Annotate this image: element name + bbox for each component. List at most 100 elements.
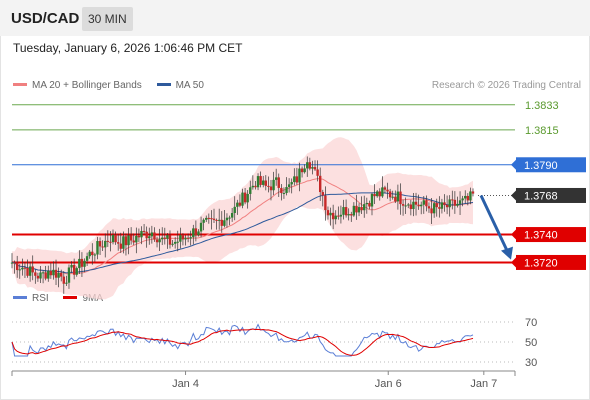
candle-body bbox=[290, 182, 293, 185]
candle-body bbox=[453, 199, 457, 206]
candle-body bbox=[49, 270, 53, 276]
legend-swatch-rsi bbox=[13, 295, 27, 299]
candle-body bbox=[238, 202, 242, 206]
candle-body bbox=[78, 258, 81, 269]
legend-item-ma50: MA 50 bbox=[156, 80, 204, 91]
candle-body bbox=[31, 266, 34, 273]
candle-body bbox=[430, 208, 433, 214]
candle-body bbox=[443, 202, 446, 205]
candle-body bbox=[318, 175, 322, 193]
candle-body bbox=[355, 205, 358, 213]
candle-body bbox=[28, 266, 32, 276]
candle-body bbox=[435, 203, 438, 208]
candle-body bbox=[350, 214, 353, 216]
candle-body bbox=[438, 207, 441, 209]
candle-body bbox=[101, 246, 104, 248]
candle-body bbox=[298, 168, 301, 183]
candle-body bbox=[399, 191, 402, 205]
candle-body bbox=[293, 176, 296, 183]
candle-body bbox=[132, 240, 135, 243]
candle-body bbox=[168, 235, 172, 245]
candle-body bbox=[36, 275, 40, 279]
candle-body bbox=[339, 214, 343, 217]
legend-label-ma50: MA 50 bbox=[175, 80, 204, 91]
legend-swatch-ma50 bbox=[156, 82, 171, 86]
candle-body bbox=[316, 169, 319, 176]
candle-body bbox=[381, 187, 384, 197]
candle-body bbox=[228, 217, 231, 219]
candle-body bbox=[420, 204, 423, 207]
candle-body bbox=[448, 199, 451, 208]
header-bar: USD/CAD 30 MIN bbox=[0, 0, 590, 36]
candle-body bbox=[254, 185, 257, 188]
candle-body bbox=[329, 212, 332, 216]
candle-body bbox=[23, 267, 27, 269]
candle-body bbox=[171, 243, 174, 245]
candle-body bbox=[137, 235, 141, 238]
candle-body bbox=[269, 186, 273, 191]
candle-body bbox=[57, 272, 60, 278]
candle-body bbox=[249, 187, 252, 194]
main-legend: MA 20 + Bollinger Bands MA 50 bbox=[13, 80, 216, 91]
candle-body bbox=[223, 220, 226, 226]
candle-body bbox=[386, 189, 389, 192]
candle-body bbox=[282, 192, 286, 194]
candle-body bbox=[70, 264, 73, 268]
candle-body bbox=[114, 234, 117, 243]
candle-body bbox=[409, 204, 413, 210]
timeframe-badge[interactable]: 30 MIN bbox=[82, 7, 133, 31]
candle-body bbox=[140, 230, 143, 238]
candle-body bbox=[264, 180, 268, 186]
candle-body bbox=[142, 230, 146, 232]
candle-body bbox=[461, 198, 464, 201]
candle-body bbox=[417, 204, 420, 207]
candle-body bbox=[300, 168, 304, 173]
candle-body bbox=[471, 191, 475, 194]
candle-body bbox=[334, 215, 337, 220]
candle-body bbox=[378, 191, 381, 197]
rsi-tick-50: 50 bbox=[525, 337, 537, 349]
candle-body bbox=[109, 241, 112, 243]
candle-body bbox=[83, 260, 86, 267]
legend-swatch-rsi-ma bbox=[63, 295, 78, 299]
candle-body bbox=[145, 231, 148, 239]
candle-body bbox=[295, 176, 299, 183]
candle-body bbox=[215, 219, 218, 221]
candle-body bbox=[230, 213, 234, 218]
rsi-ma-line bbox=[11, 328, 474, 356]
candle-body bbox=[75, 268, 78, 275]
level-label-1.3740: 1.3740 bbox=[524, 230, 558, 242]
candle-body bbox=[212, 218, 216, 220]
candle-body bbox=[407, 204, 410, 206]
candle-body bbox=[466, 195, 470, 201]
candle-body bbox=[357, 207, 361, 213]
candle-body bbox=[267, 185, 270, 187]
legend-label-ma20: MA 20 + Bollinger Bands bbox=[32, 80, 142, 91]
legend-item-ma20: MA 20 + Bollinger Bands bbox=[13, 80, 142, 91]
level-label-1.3815: 1.3815 bbox=[525, 125, 559, 137]
candle-body bbox=[98, 241, 102, 247]
candle-body bbox=[41, 272, 45, 274]
candle-body bbox=[321, 192, 324, 196]
candle-body bbox=[383, 187, 387, 190]
candle-body bbox=[412, 201, 415, 210]
candle-body bbox=[116, 242, 120, 244]
candle-body bbox=[161, 237, 164, 240]
candle-body bbox=[54, 269, 58, 278]
candle-body bbox=[394, 196, 397, 202]
candle-body bbox=[111, 234, 115, 243]
candle-body bbox=[173, 241, 177, 244]
candle-body bbox=[166, 235, 169, 239]
candle-body bbox=[150, 232, 154, 237]
candle-body bbox=[251, 185, 255, 188]
candle-body bbox=[445, 204, 449, 208]
candle-body bbox=[388, 191, 392, 198]
candle-body bbox=[85, 256, 89, 261]
candle-body bbox=[370, 193, 374, 207]
legend-label-rsi: RSI bbox=[32, 293, 49, 304]
candle-body bbox=[363, 204, 366, 211]
candle-body bbox=[26, 267, 29, 276]
candle-body bbox=[163, 237, 167, 239]
candle-body bbox=[93, 254, 97, 256]
candle-body bbox=[375, 191, 379, 197]
